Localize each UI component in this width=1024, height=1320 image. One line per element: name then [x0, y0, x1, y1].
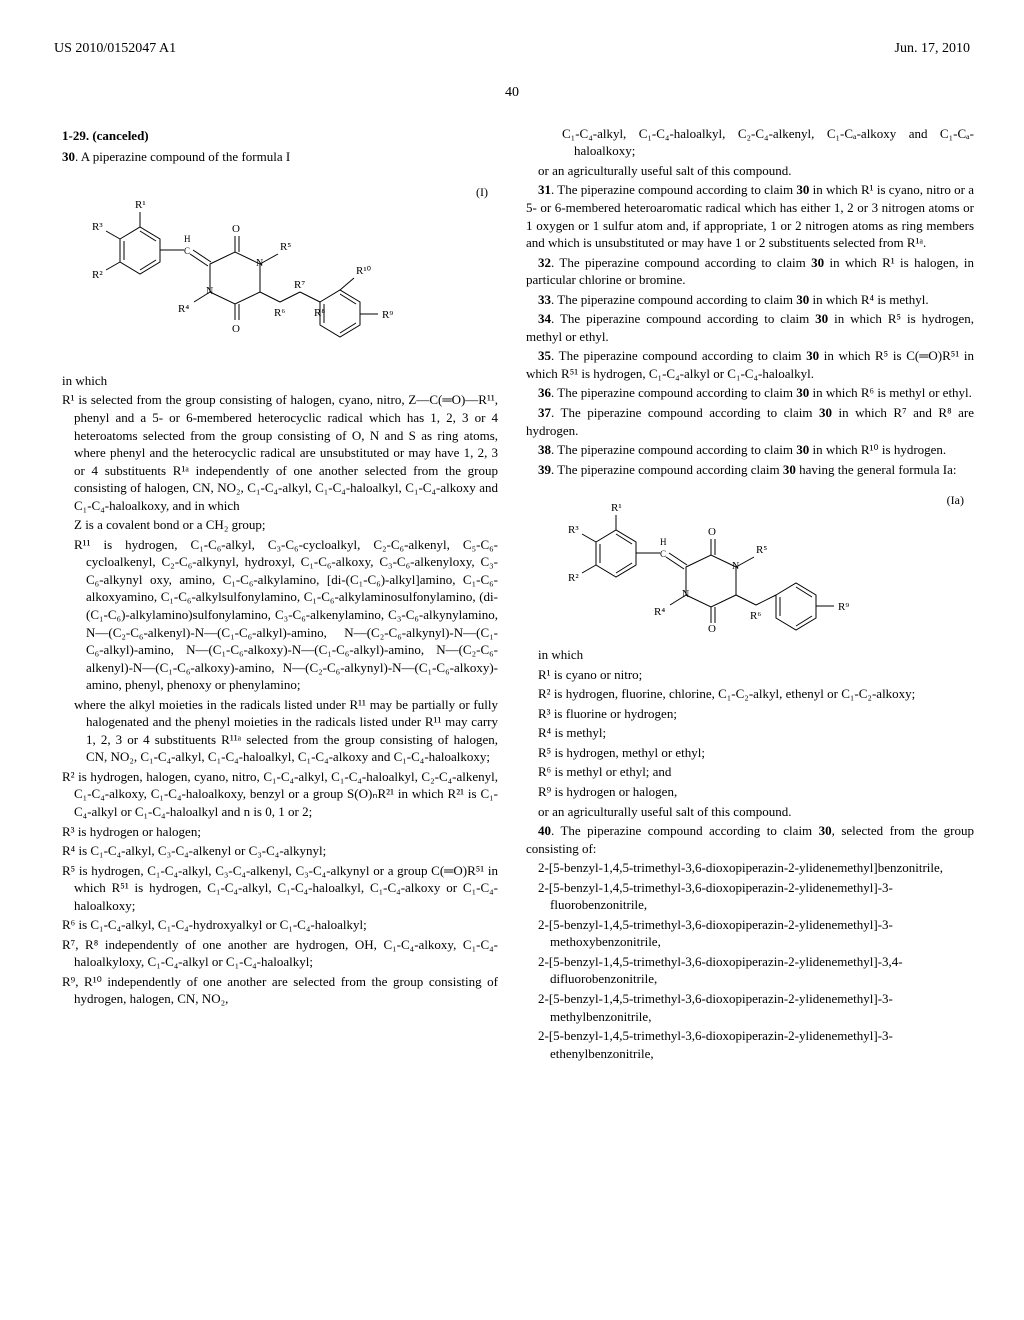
list-item: 2-[5-benzyl-1,4,5-trimethyl-3,6-dioxopip…: [538, 879, 974, 914]
formula-I-label: (I): [476, 184, 488, 200]
formula-Ia-label: (Ia): [947, 492, 964, 508]
pub-date: Jun. 17, 2010: [895, 40, 970, 59]
svg-text:C: C: [184, 246, 190, 256]
svg-text:O: O: [708, 623, 716, 632]
Ia-R9: R⁹ is hydrogen or halogen,: [538, 783, 974, 801]
claim-33: 33. The piperazine compound according to…: [526, 291, 974, 309]
Ia-R6: R⁶ is methyl or ethyl; and: [538, 763, 974, 781]
right-column: C₁-C₄-alkyl, C₁-C₄-haloalkyl, C₂-C₄-alke…: [526, 123, 974, 1064]
svg-text:R⁷: R⁷: [294, 279, 305, 291]
def-R4: R⁴ is C₁-C₄-alkyl, C₃-C₄-alkenyl or C₃-C…: [62, 842, 498, 860]
svg-text:R⁸: R⁸: [314, 307, 325, 319]
claim-35: 35. The piperazine compound according to…: [526, 347, 974, 382]
svg-text:H: H: [660, 537, 667, 547]
def-Z: Z is a covalent bond or a CH₂ group;: [74, 516, 498, 534]
claim-1-29: 1-29. (canceled): [50, 127, 498, 145]
svg-text:O: O: [708, 526, 716, 538]
Ia-in-which: in which: [526, 646, 974, 664]
page-header: US 2010/0152047 A1 Jun. 17, 2010: [50, 40, 974, 59]
left-column: 1-29. (canceled) 30. A piperazine compou…: [50, 123, 498, 1064]
formula-I: (I): [90, 184, 498, 354]
svg-text:R¹: R¹: [611, 502, 622, 514]
formula-I-svg: R¹ R³ R² R⁴ H C O O N N R⁵ R⁶ R⁷ R⁸ R⁹ R…: [90, 184, 430, 354]
svg-text:O: O: [232, 223, 240, 235]
svg-text:R⁵: R⁵: [280, 241, 291, 253]
claim-31: 31. The piperazine compound according to…: [526, 181, 974, 251]
svg-text:N: N: [256, 258, 263, 269]
Ia-R3: R³ is fluorine or hydrogen;: [538, 705, 974, 723]
def-R11: R¹¹ is hydrogen, C₁-C₆-alkyl, C₃-C₆-cycl…: [74, 536, 498, 694]
page-number: 40: [50, 84, 974, 103]
def-R9-R10: R⁹, R¹⁰ independently of one another are…: [62, 973, 498, 1008]
formula-Ia-svg: R¹ R³ R² R⁴ H C O O N N R⁵ R⁶ R⁹: [566, 492, 906, 632]
list-item: 2-[5-benzyl-1,4,5-trimethyl-3,6-dioxopip…: [538, 990, 974, 1025]
def-R11-where: where the alkyl moieties in the radicals…: [74, 696, 498, 766]
claim-39: 39. The piperazine compound according cl…: [526, 461, 974, 479]
formula-Ia: (Ia): [566, 492, 974, 632]
svg-text:N: N: [732, 561, 739, 572]
Ia-R2: R² is hydrogen, fluorine, chlorine, C₁-C…: [538, 685, 974, 703]
svg-text:R³: R³: [92, 221, 103, 233]
claim-40-list: 2-[5-benzyl-1,4,5-trimethyl-3,6-dioxopip…: [526, 859, 974, 1062]
svg-text:R³: R³: [568, 524, 579, 536]
list-item: 2-[5-benzyl-1,4,5-trimethyl-3,6-dioxopip…: [538, 953, 974, 988]
svg-text:R²: R²: [568, 572, 579, 584]
svg-text:R⁹: R⁹: [382, 309, 393, 321]
svg-text:C: C: [660, 549, 666, 559]
svg-text:R²: R²: [92, 269, 103, 281]
svg-text:R¹: R¹: [135, 199, 146, 211]
svg-text:R⁶: R⁶: [750, 610, 761, 622]
in-which: in which: [50, 372, 498, 390]
claim-38: 38. The piperazine compound according to…: [526, 441, 974, 459]
Ia-R5: R⁵ is hydrogen, methyl or ethyl;: [538, 744, 974, 762]
svg-text:R⁹: R⁹: [838, 601, 849, 613]
svg-text:R¹⁰: R¹⁰: [356, 265, 372, 277]
claim-40-lead: 40. The piperazine compound according to…: [526, 822, 974, 857]
svg-text:R⁵: R⁵: [756, 544, 767, 556]
Ia-R1: R¹ is cyano or nitro;: [538, 666, 974, 684]
def-R2: R² is hydrogen, halogen, cyano, nitro, C…: [62, 768, 498, 821]
claim-37: 37. The piperazine compound according to…: [526, 404, 974, 439]
svg-text:R⁴: R⁴: [178, 303, 189, 315]
svg-text:N: N: [682, 589, 689, 600]
claim-30-lead: 30. A piperazine compound of the formula…: [50, 148, 498, 166]
claim-36: 36. The piperazine compound according to…: [526, 384, 974, 402]
def-R9-R10-cont: C₁-C₄-alkyl, C₁-C₄-haloalkyl, C₂-C₄-alke…: [562, 125, 974, 160]
list-item: 2-[5-benzyl-1,4,5-trimethyl-3,6-dioxopip…: [538, 859, 974, 877]
claim-32: 32. The piperazine compound according to…: [526, 254, 974, 289]
svg-text:R⁶: R⁶: [274, 307, 285, 319]
svg-text:O: O: [232, 323, 240, 335]
Ia-R4: R⁴ is methyl;: [538, 724, 974, 742]
claim-34: 34. The piperazine compound according to…: [526, 310, 974, 345]
two-column-layout: 1-29. (canceled) 30. A piperazine compou…: [50, 123, 974, 1064]
def-R1: R¹ is selected from the group consisting…: [62, 391, 498, 514]
svg-text:H: H: [184, 234, 191, 244]
svg-text:R⁴: R⁴: [654, 606, 665, 618]
svg-text:N: N: [206, 286, 213, 297]
def-R6: R⁶ is C₁-C₄-alkyl, C₁-C₄-hydroxyalkyl or…: [62, 916, 498, 934]
def-R3: R³ is hydrogen or halogen;: [62, 823, 498, 841]
Ia-salt: or an agriculturally useful salt of this…: [538, 803, 974, 821]
pub-number: US 2010/0152047 A1: [54, 40, 176, 59]
list-item: 2-[5-benzyl-1,4,5-trimethyl-3,6-dioxopip…: [538, 1027, 974, 1062]
list-item: 2-[5-benzyl-1,4,5-trimethyl-3,6-dioxopip…: [538, 916, 974, 951]
salt-clause: or an agriculturally useful salt of this…: [538, 162, 974, 180]
def-R5: R⁵ is hydrogen, C₁-C₄-alkyl, C₃-C₄-alken…: [62, 862, 498, 915]
def-R7-R8: R⁷, R⁸ independently of one another are …: [62, 936, 498, 971]
